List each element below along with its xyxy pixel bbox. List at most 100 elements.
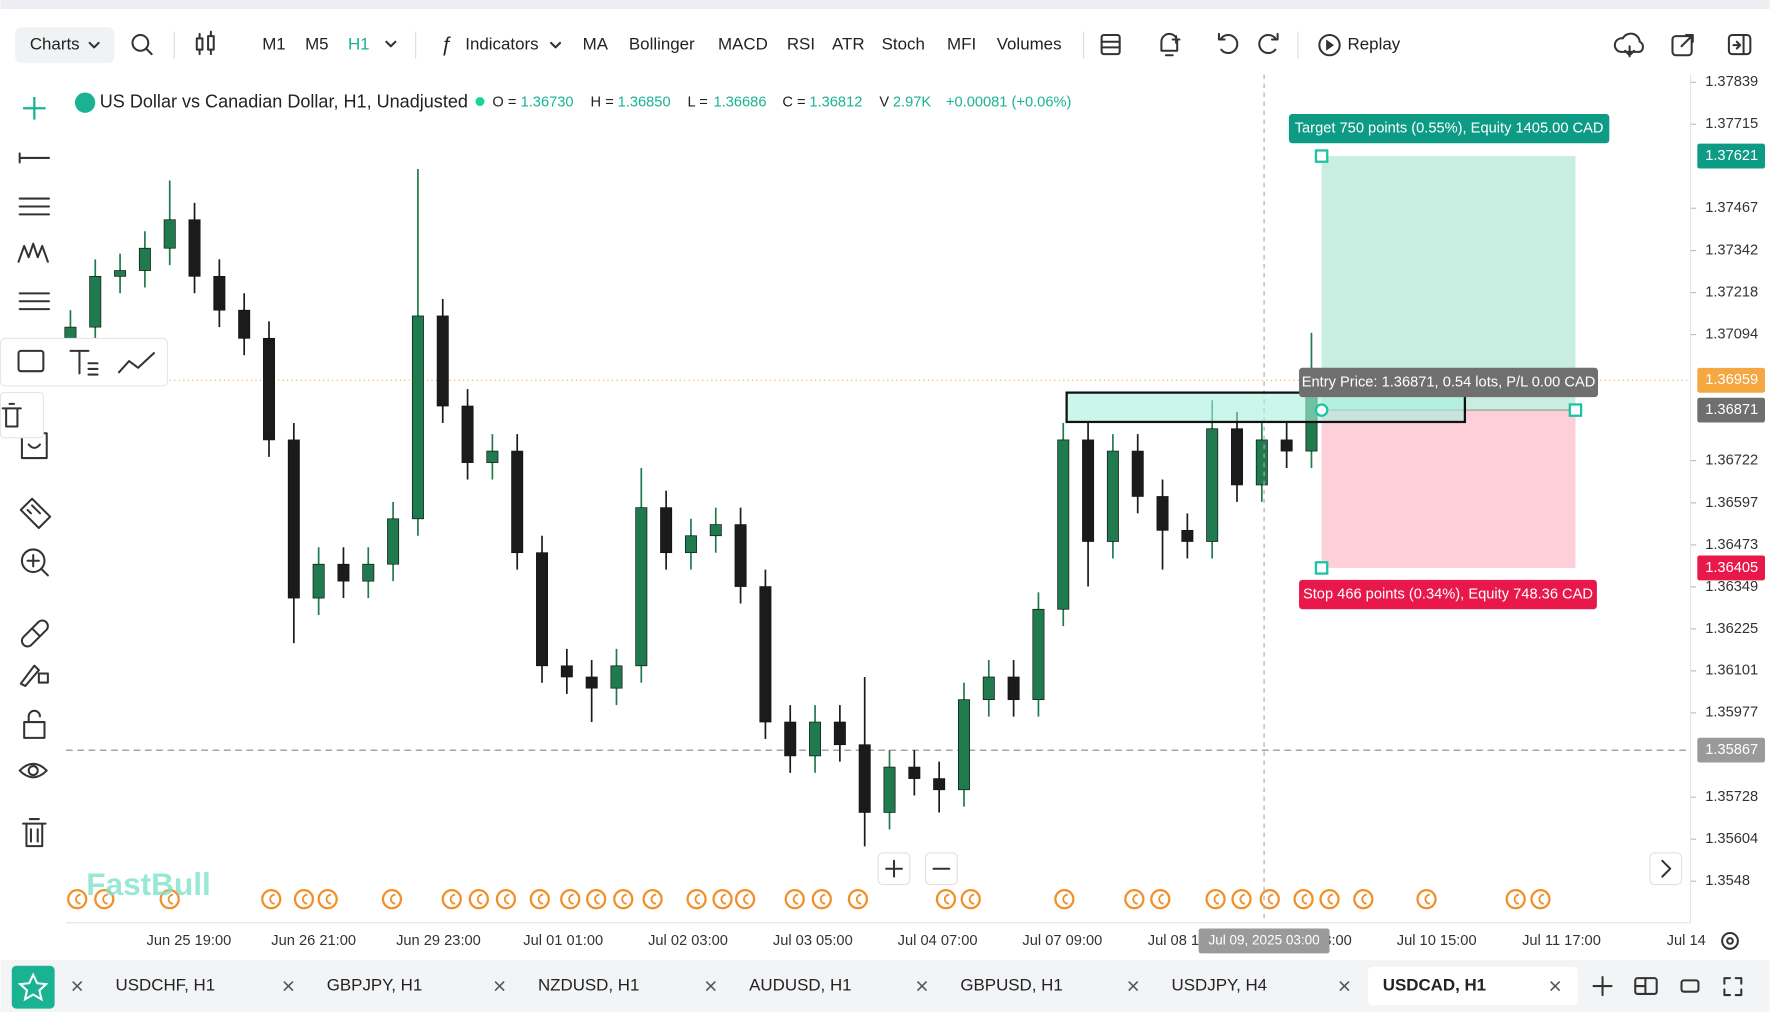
candle-type-icon[interactable]: [195, 30, 215, 56]
entry-handle[interactable]: [1314, 403, 1329, 417]
tab-label[interactable]: USDCAD, H1: [1383, 976, 1486, 995]
event-marker[interactable]: [847, 889, 869, 910]
indicators-label[interactable]: Indicators: [465, 35, 538, 54]
event-marker[interactable]: [317, 889, 338, 910]
line-tool[interactable]: [18, 152, 51, 164]
visibility-tool[interactable]: [18, 762, 48, 779]
event-marker[interactable]: [613, 889, 634, 910]
favorite-button[interactable]: [11, 965, 55, 1009]
handle[interactable]: [1314, 561, 1329, 575]
event-marker[interactable]: [1259, 889, 1280, 910]
event-marker[interactable]: [159, 889, 180, 910]
timeframe[interactable]: M5: [305, 35, 329, 54]
event-marker[interactable]: [529, 889, 550, 910]
event-marker[interactable]: [642, 889, 663, 910]
event-marker[interactable]: [560, 889, 581, 910]
event-marker[interactable]: [960, 889, 981, 910]
event-marker[interactable]: [1353, 889, 1374, 910]
charts-button[interactable]: [15, 27, 115, 64]
fullscreen[interactable]: [1723, 977, 1743, 997]
study[interactable]: Stoch: [882, 35, 925, 54]
alert-icon[interactable]: [1160, 32, 1181, 57]
ruler-tool[interactable]: [19, 497, 52, 530]
redo[interactable]: [1258, 32, 1279, 55]
rect-tool[interactable]: [17, 349, 45, 373]
draw-lock-tool[interactable]: [19, 664, 49, 687]
share-icon[interactable]: [1671, 33, 1694, 57]
tab-label[interactable]: GBPJPY, H1: [327, 976, 423, 995]
tab-close[interactable]: [494, 980, 505, 992]
handle[interactable]: [1314, 149, 1329, 163]
lock-tool[interactable]: [23, 709, 46, 739]
handle[interactable]: [1568, 403, 1583, 417]
event-marker[interactable]: [441, 889, 462, 910]
study[interactable]: RSI: [787, 35, 815, 54]
text-tool[interactable]: [69, 349, 99, 376]
zoom-tool[interactable]: [20, 548, 49, 577]
layout-icon[interactable]: [1100, 33, 1121, 56]
event-marker[interactable]: [1293, 889, 1314, 910]
event-marker[interactable]: [811, 889, 832, 910]
event-marker[interactable]: [686, 889, 707, 910]
event-marker[interactable]: [468, 889, 489, 910]
event-marker[interactable]: [1530, 889, 1551, 910]
charts-label[interactable]: Charts: [30, 35, 80, 54]
tab-close[interactable]: [283, 980, 294, 992]
delete-tool[interactable]: [22, 818, 47, 848]
tab-label[interactable]: NZDUSD, H1: [538, 976, 639, 995]
single-layout[interactable]: [1680, 979, 1700, 993]
study[interactable]: MFI: [947, 35, 976, 54]
event-marker[interactable]: [1150, 889, 1171, 910]
timeframe-menu[interactable]: [385, 40, 397, 48]
channel-tool[interactable]: [18, 197, 51, 216]
drawn-rectangle[interactable]: [1065, 391, 1467, 424]
tab-close[interactable]: [705, 980, 716, 992]
study[interactable]: Bollinger: [629, 35, 695, 54]
undo[interactable]: [1217, 32, 1239, 55]
settings-icon[interactable]: [1721, 932, 1739, 950]
event-marker[interactable]: [67, 889, 88, 910]
timeframe[interactable]: M1: [262, 35, 286, 54]
add-tab[interactable]: [1592, 976, 1613, 997]
scroll-right-button[interactable]: [1649, 852, 1683, 886]
timeframe[interactable]: H1: [348, 35, 370, 54]
event-marker[interactable]: [495, 889, 517, 910]
event-marker[interactable]: [1416, 889, 1437, 910]
event-marker[interactable]: [1054, 889, 1075, 910]
panel-icon[interactable]: [1727, 33, 1752, 56]
indicator-icon[interactable]: ƒ: [440, 33, 451, 55]
tab-label[interactable]: AUDUSD, H1: [749, 976, 851, 995]
pattern-tool[interactable]: [17, 242, 49, 263]
event-marker[interactable]: [293, 889, 315, 910]
event-marker[interactable]: [1319, 889, 1340, 910]
trend-tool[interactable]: [117, 352, 155, 374]
event-marker[interactable]: [1124, 889, 1145, 910]
study[interactable]: MA: [583, 35, 609, 54]
trash-icon[interactable]: [1, 402, 22, 428]
event-marker[interactable]: [712, 889, 733, 910]
event-marker[interactable]: [381, 889, 403, 910]
loss-zone[interactable]: [1321, 410, 1576, 568]
event-marker[interactable]: [935, 889, 957, 910]
replay-icon[interactable]: [1318, 33, 1341, 57]
event-marker[interactable]: [586, 889, 607, 910]
study[interactable]: MACD: [718, 35, 768, 54]
cloud-icon[interactable]: [1613, 32, 1644, 58]
replay-label[interactable]: Replay: [1348, 35, 1401, 54]
event-marker[interactable]: [1205, 889, 1226, 910]
tab-close[interactable]: [916, 980, 928, 992]
active-tab[interactable]: [1367, 966, 1578, 1006]
split-layout[interactable]: [1634, 977, 1658, 995]
crosshair-tool[interactable]: [23, 97, 46, 120]
study[interactable]: Volumes: [997, 35, 1062, 54]
event-marker[interactable]: [1231, 889, 1252, 910]
tab-close[interactable]: [1128, 980, 1139, 992]
tab-label[interactable]: GBPUSD, H1: [960, 976, 1062, 995]
tab-close[interactable]: [1339, 980, 1350, 992]
search-icon[interactable]: [131, 33, 153, 56]
event-marker[interactable]: [94, 889, 115, 910]
tab-close[interactable]: [72, 980, 83, 992]
event-marker[interactable]: [1505, 889, 1526, 910]
tab-close[interactable]: [1550, 980, 1561, 992]
event-marker[interactable]: [784, 889, 805, 910]
